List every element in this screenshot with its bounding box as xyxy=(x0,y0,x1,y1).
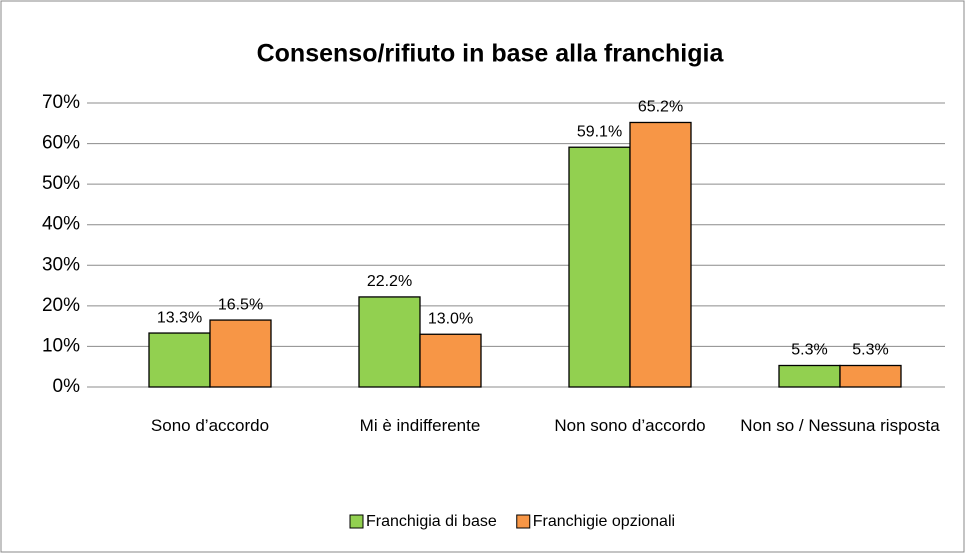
x-tick-label: Non so / Nessuna risposta xyxy=(740,416,940,435)
y-tick-label: 40% xyxy=(42,214,80,235)
y-tick-label: 30% xyxy=(42,254,80,275)
bar xyxy=(629,121,692,388)
data-label: 13.0% xyxy=(428,310,473,327)
bar xyxy=(209,319,272,388)
legend-swatch xyxy=(516,514,531,529)
bar xyxy=(358,296,421,388)
y-tick-label: 10% xyxy=(42,335,80,356)
x-tick-label: Non sono d’accordo xyxy=(554,416,706,435)
y-tick-label: 0% xyxy=(53,376,81,397)
data-label: 59.1% xyxy=(577,123,622,140)
y-tick-label: 50% xyxy=(42,173,80,194)
bar xyxy=(839,364,902,388)
data-label: 65.2% xyxy=(638,99,683,116)
data-label: 13.3% xyxy=(157,309,202,326)
data-label: 5.3% xyxy=(852,342,888,359)
bar xyxy=(148,332,211,388)
chart-title: Consenso/rifiuto in base alla franchigia xyxy=(257,40,725,68)
y-tick-label: 20% xyxy=(42,295,80,316)
data-label: 5.3% xyxy=(791,342,827,359)
bar xyxy=(778,364,841,388)
data-label: 22.2% xyxy=(367,273,412,290)
y-tick-label: 60% xyxy=(42,133,80,154)
bar xyxy=(419,333,482,388)
x-tick-label: Mi è indifferente xyxy=(359,416,481,435)
bar xyxy=(568,146,631,388)
y-tick-label: 70% xyxy=(42,92,80,113)
data-label: 16.5% xyxy=(218,296,263,313)
legend-label: Franchigia di base xyxy=(366,513,497,530)
legend-swatch xyxy=(349,514,364,529)
x-tick-label: Sono d’accordo xyxy=(150,416,270,435)
legend-label: Franchigie opzionali xyxy=(533,513,675,530)
